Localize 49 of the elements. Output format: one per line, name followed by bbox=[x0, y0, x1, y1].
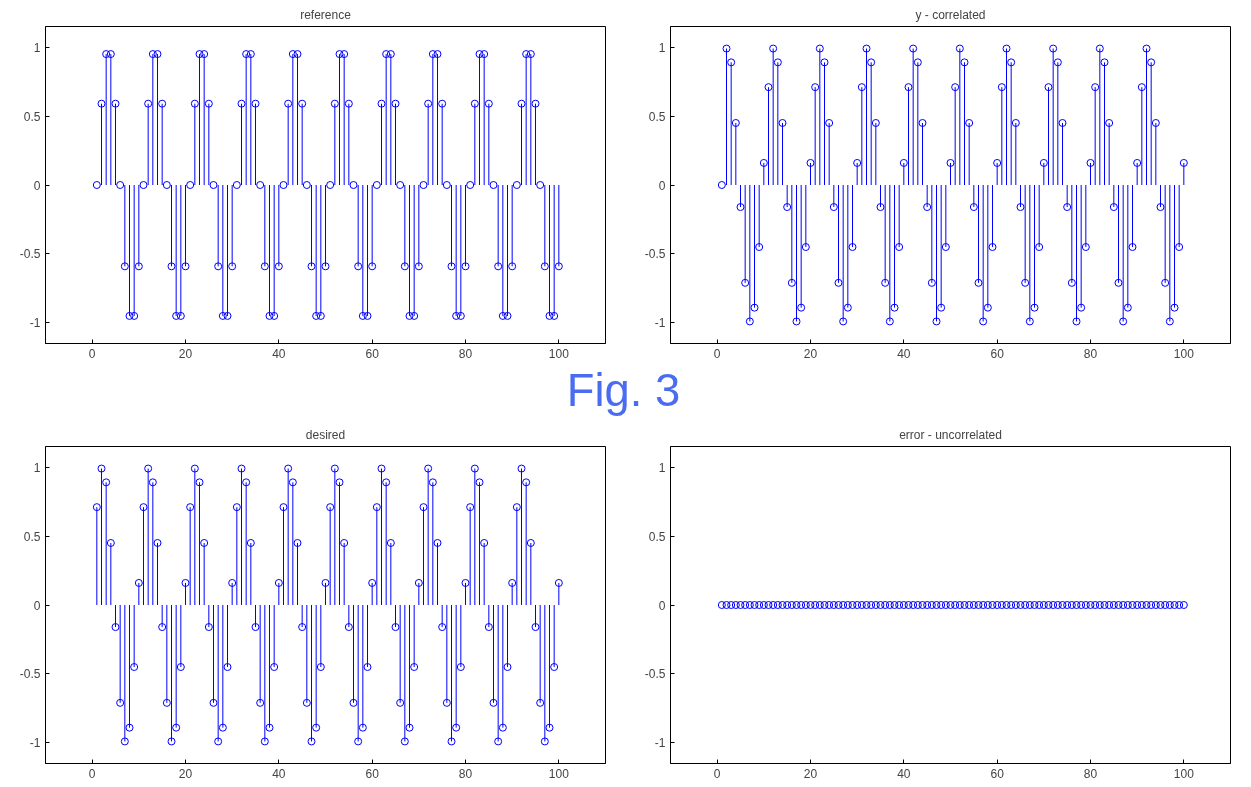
x-tick-label: 100 bbox=[1173, 766, 1195, 781]
y-tick-label: 0.5 bbox=[648, 109, 666, 124]
y-tick-label: -0.5 bbox=[644, 667, 666, 682]
x-tick-label: 100 bbox=[548, 346, 570, 361]
y-tick-label: 1 bbox=[33, 40, 41, 55]
y-tick-label: 1 bbox=[658, 40, 666, 55]
y-tick-label: 0 bbox=[33, 598, 41, 613]
y-tick-label: 1 bbox=[658, 460, 666, 475]
x-tick-label: 80 bbox=[458, 766, 473, 781]
chart-title: reference bbox=[300, 7, 352, 22]
x-tick-label: 40 bbox=[897, 766, 911, 781]
x-tick-label: 60 bbox=[365, 766, 380, 781]
y-tick-label: -0.5 bbox=[19, 667, 41, 682]
x-tick-label: 40 bbox=[272, 766, 286, 781]
x-tick-label: 20 bbox=[178, 766, 193, 781]
y-tick-label: 0.5 bbox=[648, 529, 666, 544]
x-tick-label: 0 bbox=[88, 766, 96, 781]
y-tick-label: -1 bbox=[654, 316, 666, 331]
x-tick-label: 80 bbox=[1083, 766, 1098, 781]
x-tick-label: 0 bbox=[713, 346, 721, 361]
chart-title: desired bbox=[305, 427, 346, 442]
x-tick-label: 40 bbox=[897, 346, 911, 361]
chart-title: y - correlated bbox=[915, 7, 986, 22]
y-tick-label: -1 bbox=[654, 736, 666, 751]
x-tick-label: 20 bbox=[803, 346, 818, 361]
y-tick-label: -0.5 bbox=[644, 247, 666, 262]
y-tick-label: -1 bbox=[29, 736, 41, 751]
x-tick-label: 60 bbox=[365, 346, 380, 361]
x-tick-label: 0 bbox=[88, 346, 96, 361]
x-tick-label: 80 bbox=[1083, 346, 1098, 361]
y-tick-label: 0 bbox=[33, 178, 41, 193]
caption: Fig. 3 bbox=[566, 365, 681, 416]
chart-title: error - uncorrelated bbox=[899, 427, 1002, 442]
y-tick-label: 0.5 bbox=[23, 529, 41, 544]
x-tick-label: 20 bbox=[178, 346, 193, 361]
y-tick-label: -1 bbox=[29, 316, 41, 331]
y-tick-label: 0.5 bbox=[23, 109, 41, 124]
x-tick-label: 100 bbox=[548, 766, 570, 781]
y-tick-label: 0 bbox=[658, 598, 666, 613]
x-tick-label: 20 bbox=[803, 766, 818, 781]
x-tick-label: 100 bbox=[1173, 346, 1195, 361]
x-tick-label: 60 bbox=[990, 766, 1005, 781]
y-tick-label: -0.5 bbox=[19, 247, 41, 262]
x-tick-label: 40 bbox=[272, 346, 286, 361]
y-tick-label: 1 bbox=[33, 460, 41, 475]
x-tick-label: 80 bbox=[458, 346, 473, 361]
x-tick-label: 0 bbox=[713, 766, 721, 781]
x-tick-label: 60 bbox=[990, 346, 1005, 361]
y-tick-label: 0 bbox=[658, 178, 666, 193]
